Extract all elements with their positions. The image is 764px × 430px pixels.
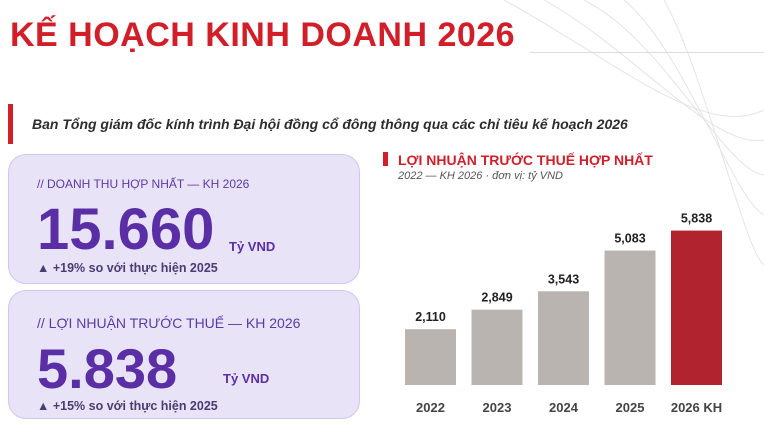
- data-label-2022: 2,110: [415, 310, 446, 324]
- profit-unit: Tỷ VND: [223, 371, 270, 386]
- subtitle-accent-bar: [8, 104, 13, 144]
- title-divider: [530, 52, 764, 53]
- data-label-2024: 3,543: [548, 272, 579, 286]
- x-tick-label-2022: 2022: [416, 400, 445, 415]
- data-label-2023: 2,849: [481, 291, 512, 305]
- profit-card: // LỢI NHUẬN TRƯỚC THUẾ — KH 2026 5.838 …: [8, 290, 360, 419]
- bar-2023: [471, 309, 523, 385]
- profit-bar-chart: 2,110 2022 2,849 2023 3,543 2024 5,083 2025 5,83…: [405, 212, 722, 415]
- chart-title-accent: [383, 152, 388, 166]
- x-tick-label-2025: 2025: [616, 400, 645, 415]
- x-tick-label-2026-kh: 2026 KH: [671, 400, 722, 415]
- revenue-card-label: // DOANH THU HỢP NHẤT — KH 2026: [37, 177, 250, 191]
- revenue-card: // DOANH THU HỢP NHẤT — KH 2026 15.660 T…: [8, 154, 360, 284]
- page-subtitle: Ban Tổng giám đốc kính trình Đại hội đồn…: [32, 116, 628, 132]
- data-label-2026-kh: 5,838: [681, 212, 712, 226]
- chart-title: LỢI NHUẬN TRƯỚC THUẾ HỢP NHẤT: [398, 152, 653, 168]
- bar-2024: [538, 291, 589, 385]
- revenue-unit: Tỷ VND: [229, 239, 276, 254]
- x-tick-label-2023: 2023: [483, 400, 512, 415]
- bar-2026-kh: [671, 230, 722, 385]
- bar-2022: [405, 329, 456, 385]
- bar-2025: [604, 250, 656, 385]
- profit-value: 5.838: [37, 337, 178, 400]
- page-title: KẾ HOẠCH KINH DOANH 2026: [10, 16, 516, 54]
- profit-card-label: // LỢI NHUẬN TRƯỚC THUẾ — KH 2026: [37, 315, 301, 331]
- x-tick-label-2024: 2024: [549, 400, 579, 415]
- data-label-2025: 5,083: [614, 232, 645, 246]
- revenue-value: 15.660: [37, 197, 215, 262]
- revenue-growth: ▲ +19% so với thực hiện 2025: [37, 261, 218, 275]
- chart-subtitle: 2022 — KH 2026 · đơn vị: tỷ VND: [398, 170, 563, 182]
- profit-growth: ▲ +15% so với thực hiện 2025: [37, 399, 218, 413]
